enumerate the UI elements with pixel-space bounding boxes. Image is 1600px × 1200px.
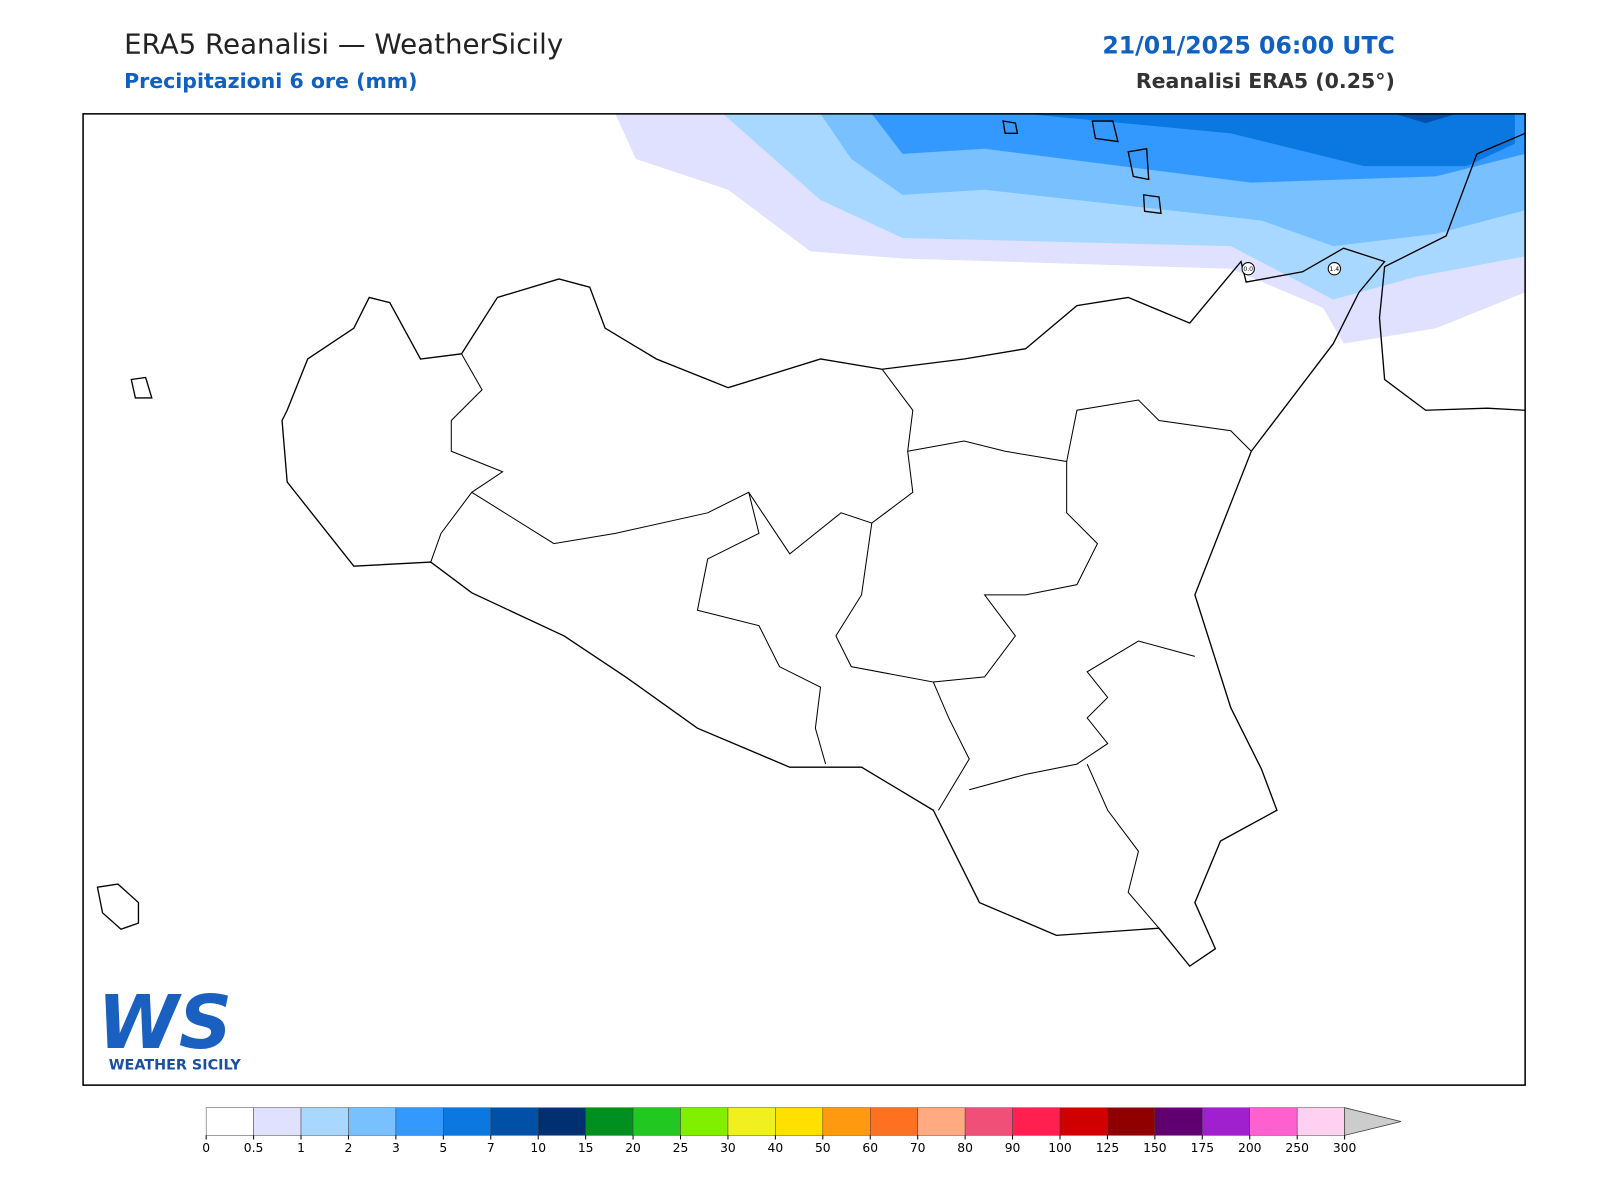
colorbar-box (1154, 1107, 1203, 1136)
colorbar-tick-label: 200 (1238, 1141, 1261, 1155)
colorbar-tick-label: 25 (673, 1141, 689, 1155)
colorbar-tick-label: 175 (1191, 1141, 1214, 1155)
precip-area (1394, 113, 1457, 124)
colorbar-tick-label: 80 (957, 1141, 973, 1155)
date: 21/01/2025 06:00 UTC (1102, 31, 1394, 59)
colorbar-tick-label: 150 (1143, 1141, 1166, 1155)
colorbar-tick-label: 0 (202, 1141, 210, 1155)
island (96, 883, 140, 930)
colorbar-box (1202, 1107, 1250, 1136)
map-frame (82, 113, 1526, 1086)
coastline (281, 247, 1386, 968)
map: 0.0 1.4 WS WEATHER SICILY (82, 113, 1526, 1086)
colorbar-box (917, 1107, 966, 1136)
colorbar-box (869, 1107, 918, 1136)
province-boundary (430, 353, 504, 563)
colorbar-box (490, 1107, 539, 1136)
province-boundary (696, 492, 827, 765)
colorbar-box (300, 1107, 349, 1136)
colorbar-tick-label: 90 (1005, 1141, 1021, 1155)
province-boundary (907, 399, 1252, 463)
colorbar-box (680, 1107, 729, 1136)
colorbar-box (205, 1107, 254, 1136)
colorbar-box (1296, 1107, 1345, 1136)
colorbar-tick-label: 7 (487, 1141, 495, 1155)
colorbar-box (395, 1107, 444, 1136)
station-marker (1241, 262, 1255, 276)
station-label: 0.0 (1243, 266, 1253, 273)
colorbar-tick-label: 300 (1333, 1141, 1356, 1155)
province-boundary (1086, 763, 1160, 929)
logo-mark: WS (97, 980, 232, 1066)
island (130, 376, 153, 399)
colorbar-box (1012, 1107, 1061, 1136)
colorbar-box (1059, 1107, 1108, 1136)
subtitle: Precipitazioni 6 ore (mm) (124, 69, 417, 93)
province-boundary (933, 461, 1099, 683)
colorbar-box (253, 1107, 302, 1136)
precip-area (1025, 113, 1515, 167)
source: Reanalisi ERA5 (0.25°) (1136, 69, 1395, 93)
colorbar-tick-label: 1 (297, 1141, 305, 1155)
logo-text: WEATHER SICILY (109, 1058, 242, 1074)
colorbar-tick-label: 10 (530, 1141, 546, 1155)
colorbar: 0 0.5 1 2 3 5 7 10 15 20 25 30 40 50 60 70 80 90 100 125 150… (202, 1107, 1402, 1155)
colorbar-tick-label: 60 (862, 1141, 878, 1155)
colorbar-tick-label: 30 (720, 1141, 736, 1155)
colorbar-box (537, 1107, 586, 1136)
station-marker (1327, 262, 1342, 276)
colorbar-box (443, 1107, 492, 1136)
colorbar-tick-label: 3 (392, 1141, 400, 1155)
station-label: 1.4 (1329, 266, 1339, 273)
island (1002, 120, 1162, 215)
colorbar-tick-label: 2 (345, 1141, 353, 1155)
colorbar-tick-label: 50 (815, 1141, 831, 1155)
colorbar-box (632, 1107, 681, 1136)
province-boundary (471, 368, 914, 555)
province-boundary (969, 640, 1196, 791)
colorbar-box (964, 1107, 1013, 1136)
colorbar-box (1249, 1107, 1298, 1136)
title: ERA5 Reanalisi — WeatherSicily (124, 27, 563, 60)
colorbar-box (775, 1107, 824, 1136)
calabria-coast (1378, 132, 1526, 411)
colorbar-tick-label: 70 (910, 1141, 926, 1155)
colorbar-box (585, 1107, 634, 1136)
colorbar-tick-label: 250 (1285, 1141, 1308, 1155)
colorbar-box (822, 1107, 871, 1136)
colorbar-tick-label: 125 (1096, 1141, 1119, 1155)
colorbar-box (1107, 1107, 1156, 1136)
colorbar-tick-label: 20 (625, 1141, 641, 1155)
colorbar-tick-label: 100 (1048, 1141, 1071, 1155)
colorbar-box (727, 1107, 776, 1136)
colorbar-tick-label: 0.5 (244, 1141, 264, 1155)
colorbar-tick-label: 40 (768, 1141, 784, 1155)
colorbar-extension (1344, 1107, 1402, 1136)
province-boundary (835, 523, 970, 811)
colorbar-box (348, 1107, 397, 1136)
colorbar-tick-label: 5 (439, 1141, 447, 1155)
colorbar-tick-label: 15 (578, 1141, 594, 1155)
